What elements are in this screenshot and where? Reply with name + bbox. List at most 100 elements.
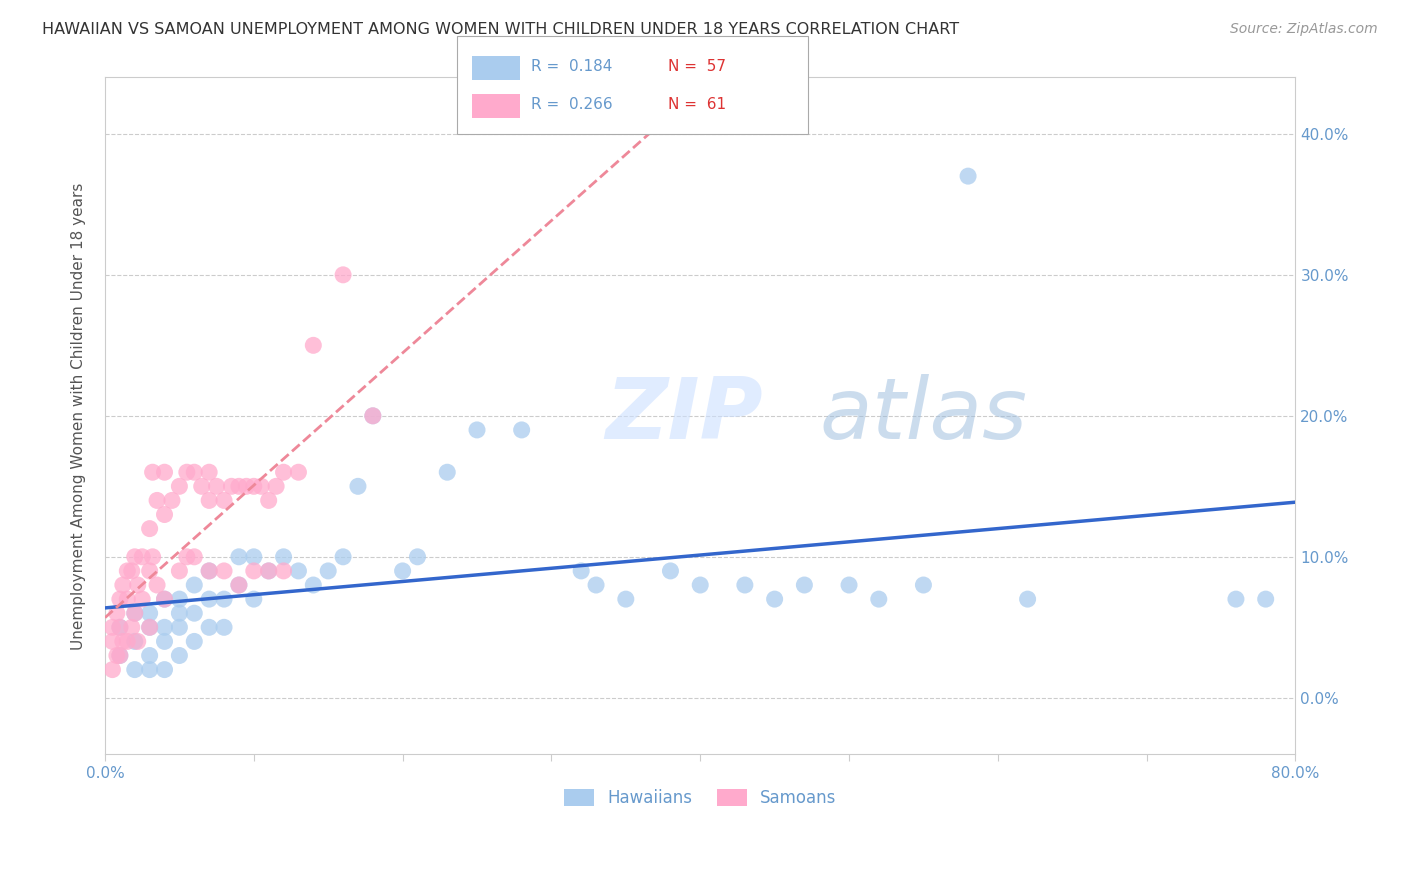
Point [183, 634, 205, 648]
Point [273, 549, 295, 564]
Point [614, 592, 637, 607]
Point [689, 578, 711, 592]
Point [138, 522, 160, 536]
Text: N =  61: N = 61 [668, 97, 725, 112]
Point [332, 268, 354, 282]
Point [361, 409, 384, 423]
Point [117, 592, 139, 607]
Point [316, 564, 339, 578]
Point [105, 648, 128, 663]
Point [659, 564, 682, 578]
Point [169, 592, 191, 607]
Point [131, 549, 153, 564]
Point [101, 634, 124, 648]
Point [243, 549, 266, 564]
Point [169, 648, 191, 663]
Point [153, 663, 176, 677]
Point [190, 479, 212, 493]
Point [212, 564, 235, 578]
Point [569, 564, 592, 578]
Point [287, 465, 309, 479]
Point [124, 663, 146, 677]
Point [243, 479, 266, 493]
Legend: Hawaiians, Samoans: Hawaiians, Samoans [557, 782, 844, 814]
Point [391, 564, 413, 578]
Point [183, 465, 205, 479]
Point [146, 578, 169, 592]
Point [1254, 592, 1277, 607]
Point [138, 620, 160, 634]
Point [142, 465, 165, 479]
Point [198, 564, 221, 578]
Point [117, 634, 139, 648]
Point [176, 549, 198, 564]
Point [127, 578, 149, 592]
Point [138, 564, 160, 578]
Point [912, 578, 935, 592]
Text: R =  0.266: R = 0.266 [531, 97, 613, 112]
Point [108, 648, 131, 663]
Point [243, 564, 266, 578]
Point [105, 606, 128, 620]
Point [734, 578, 756, 592]
Point [585, 578, 607, 592]
Point [1017, 592, 1039, 607]
Point [121, 564, 143, 578]
Point [273, 465, 295, 479]
Point [221, 479, 243, 493]
Point [287, 564, 309, 578]
Point [101, 663, 124, 677]
Point [124, 606, 146, 620]
Y-axis label: Unemployment Among Women with Children Under 18 years: Unemployment Among Women with Children U… [72, 182, 86, 649]
Point [169, 479, 191, 493]
Point [138, 606, 160, 620]
Point [347, 479, 370, 493]
Point [273, 564, 295, 578]
Point [124, 549, 146, 564]
Text: R =  0.184: R = 0.184 [531, 60, 613, 74]
Point [250, 479, 273, 493]
Point [198, 564, 221, 578]
Point [257, 564, 280, 578]
Point [153, 465, 176, 479]
Text: ZIP: ZIP [605, 375, 762, 458]
Point [169, 606, 191, 620]
Point [153, 508, 176, 522]
Point [169, 564, 191, 578]
Point [124, 634, 146, 648]
Point [228, 578, 250, 592]
Point [302, 578, 325, 592]
Point [153, 634, 176, 648]
Point [176, 465, 198, 479]
Point [198, 620, 221, 634]
Point [142, 549, 165, 564]
Point [763, 592, 786, 607]
Point [183, 578, 205, 592]
Point [212, 592, 235, 607]
Point [228, 549, 250, 564]
Text: HAWAIIAN VS SAMOAN UNEMPLOYMENT AMONG WOMEN WITH CHILDREN UNDER 18 YEARS CORRELA: HAWAIIAN VS SAMOAN UNEMPLOYMENT AMONG WO… [42, 22, 959, 37]
Point [111, 578, 134, 592]
Point [228, 578, 250, 592]
Point [264, 479, 287, 493]
Point [228, 479, 250, 493]
Point [131, 592, 153, 607]
Point [153, 620, 176, 634]
Point [108, 620, 131, 634]
Point [138, 648, 160, 663]
Point [117, 564, 139, 578]
Point [257, 564, 280, 578]
Point [957, 169, 980, 183]
Text: Source: ZipAtlas.com: Source: ZipAtlas.com [1230, 22, 1378, 37]
Point [198, 493, 221, 508]
Point [101, 620, 124, 634]
Point [257, 493, 280, 508]
Point [302, 338, 325, 352]
Point [108, 592, 131, 607]
Point [212, 620, 235, 634]
Point [108, 620, 131, 634]
Point [465, 423, 488, 437]
Text: N =  57: N = 57 [668, 60, 725, 74]
Point [1225, 592, 1247, 607]
Point [243, 592, 266, 607]
